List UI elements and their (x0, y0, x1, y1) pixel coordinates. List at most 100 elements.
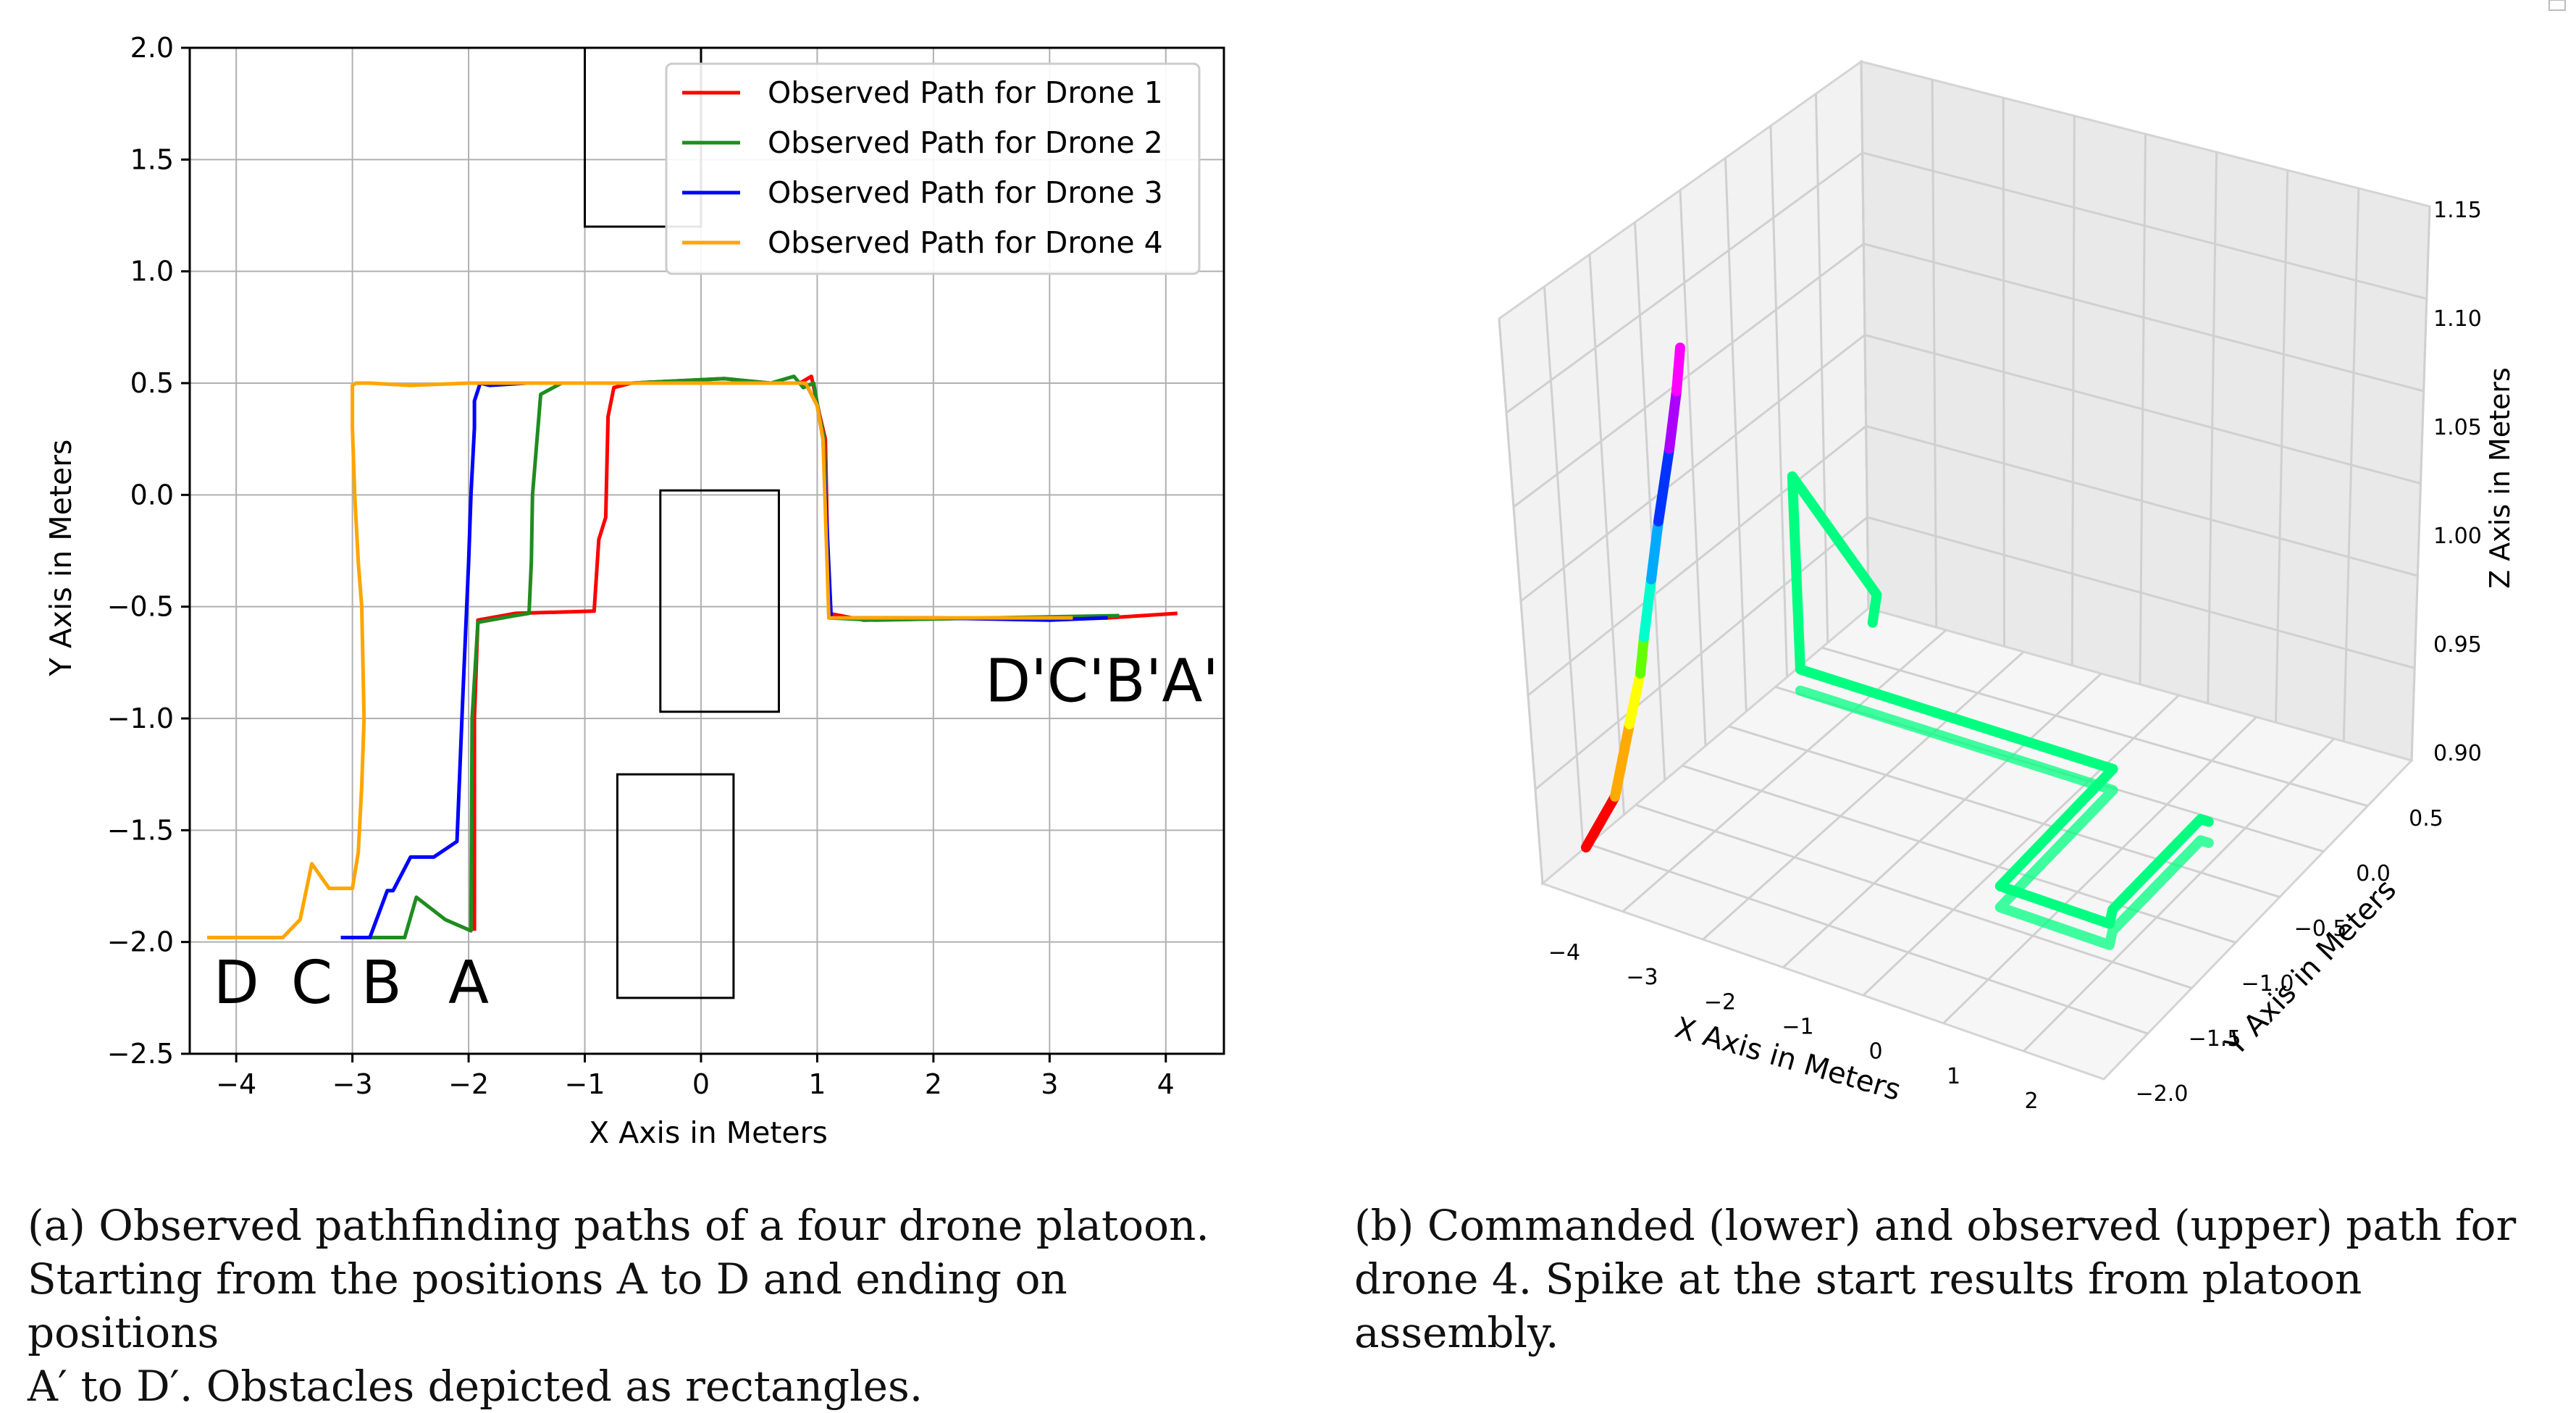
caption-b: (b) Commanded (lower) and observed (uppe… (1354, 1199, 2571, 1359)
grid-line-3d (1588, 843, 2149, 1035)
grid-line-3d (1782, 672, 2102, 968)
x-tick-label: 0 (692, 1068, 710, 1100)
spike-segment (1653, 444, 1674, 527)
spike-segment (1610, 719, 1635, 802)
z-tick-label-3d: 1.00 (2433, 524, 2482, 549)
grid-line-3d (1513, 243, 2425, 508)
x-tick-label-3d: −2 (1704, 989, 1736, 1015)
3d-tick-labels: −4 −3 −2 −1 0 1 2 0.5 0.0 −0.5 −1.0 −1.5 −2.0 1.15 1.1… (1548, 198, 2482, 1114)
grid-line-3d (1506, 151, 2428, 414)
y-tick-label-3d: −1.5 (2189, 1026, 2241, 1052)
z-tick-label-3d: 1.10 (2433, 306, 2482, 332)
y-tick-label-3d: 0.0 (2356, 861, 2391, 886)
legend-entry: Observed Path for Drone 2 (768, 125, 1163, 160)
x-tick-label-3d: −1 (1782, 1015, 1813, 1040)
annotation-label: D'C'B'A' (985, 647, 1219, 716)
x-tick-label: 3 (1041, 1068, 1058, 1100)
annotation-label: A (448, 949, 489, 1018)
caption-a-line-1: (a) Observed pathfinding paths of a four… (28, 1201, 1209, 1250)
x-tick-label: 2 (925, 1068, 942, 1100)
annotation-label: B (361, 949, 402, 1018)
caption-b-line-1: (b) Commanded (lower) and observed (uppe… (1354, 1201, 2517, 1250)
y-tick-label: 2.0 (130, 32, 174, 64)
y-tick-label: −2.0 (107, 926, 174, 958)
x-tick-label-3d: −4 (1548, 940, 1580, 965)
series-lines (207, 374, 1178, 939)
grid-line-3d (1728, 725, 2281, 899)
x-tick-label-3d: −3 (1626, 965, 1658, 990)
legend-entry: Observed Path for Drone 1 (768, 75, 1163, 110)
grid-line-3d (1635, 804, 2192, 989)
spike-segment (1671, 343, 1685, 396)
y-tick-labels: 2.0 1.5 1.0 0.5 0.0 −0.5 −1.0 −1.5 −2.0 −2.5 (107, 32, 190, 1070)
y-tick-label: −1.5 (107, 814, 174, 846)
grid-line-3d (1702, 650, 2025, 941)
y-tick-label: −0.5 (107, 591, 174, 623)
legend: Observed Path for Drone 1 Observed Path f… (665, 62, 1201, 275)
x-tick-label: 4 (1157, 1068, 1175, 1100)
x-tick-labels: −4 −3 −2 −1 0 1 2 3 4 (216, 1054, 1175, 1100)
spike-segment (1664, 386, 1682, 454)
grid-line-3d (1821, 646, 2368, 808)
series-line (207, 381, 1073, 939)
spike-segment (1624, 668, 1645, 729)
x-tick-label: 1 (808, 1068, 826, 1100)
path-line-3d (1787, 471, 2214, 929)
grid-line-3d (1682, 764, 2236, 944)
y-tick-label: 1.5 (130, 143, 174, 175)
y-tick-label-3d: −1.0 (2241, 971, 2294, 997)
legend-box (665, 62, 1201, 275)
caption-a-line-2: Starting from the positions A to D and e… (28, 1254, 1067, 1357)
z-tick-label-3d: 0.90 (2433, 741, 2482, 766)
grid-line-3d (1535, 516, 2415, 791)
legend-entry: Observed Path for Drone 4 (768, 225, 1163, 260)
grid-line-3d (1862, 694, 2180, 997)
grid-line-3d (1520, 333, 2421, 603)
x-tick-label: −3 (332, 1068, 373, 1100)
grid-line-3d (1621, 629, 1947, 913)
position-annotations: D C B A D'C'B'A' (214, 647, 1219, 1018)
plot-frame (188, 46, 1225, 1055)
x-tick-label: −4 (216, 1068, 256, 1100)
grid-line-3d (2023, 737, 2335, 1052)
spike-segment (1581, 792, 1620, 852)
y-tick-label-3d: 0.5 (2409, 806, 2443, 831)
z-tick-label-3d: 0.95 (2433, 632, 2482, 658)
annotation-label: D (214, 949, 259, 1018)
obstacle-rect (659, 489, 780, 713)
y-tick-label: −1.0 (107, 703, 174, 734)
y-tick-label: 0.5 (130, 367, 174, 399)
caption-b-line-2: drone 4. Spike at the start results from… (1354, 1254, 2362, 1357)
3d-paths (1581, 343, 2214, 950)
panel-a-chart: −4 −3 −2 −1 0 1 2 3 4 2.0 1.5 1.0 0.5 0.0 −0.5 −1.0 −1.… (43, 32, 1225, 1150)
x-tick-label-3d: 0 (1868, 1039, 1882, 1065)
caption-a-line-3: A′ to D′. Obstacles depicted as rectangl… (28, 1362, 923, 1411)
spike-segment (1635, 632, 1649, 679)
y-tick-label: −2.5 (107, 1038, 174, 1070)
panel-b-3d-chart: −4 −3 −2 −1 0 1 2 0.5 0.0 −0.5 −1.0 −1.5 −2.0 1.15 1.1… (1498, 0, 2566, 1114)
obstacle-rect (616, 773, 735, 999)
z-axis-label-3d: Z Axis in Meters (2484, 367, 2516, 589)
y-axis-label: Y Axis in Meters (43, 440, 78, 677)
y-tick-label-3d: −2.0 (2136, 1081, 2189, 1107)
x-axis-label: X Axis in Meters (589, 1115, 828, 1150)
x-tick-label: −1 (565, 1068, 605, 1100)
y-tick-label-3d: −0.5 (2294, 916, 2347, 942)
annotation-label: C (291, 949, 332, 1018)
y-tick-label: 1.0 (130, 256, 174, 288)
x-tick-label: −2 (448, 1068, 489, 1100)
spike-segment (1646, 516, 1664, 584)
grid-line-3d (1527, 424, 2418, 697)
corner-checkbox[interactable] (2548, 0, 2566, 11)
x-tick-label-3d: 2 (2024, 1089, 2038, 1114)
path-line-3d (1795, 685, 2214, 950)
z-tick-label-3d: 1.15 (2433, 198, 2482, 223)
caption-a: (a) Observed pathfinding paths of a four… (28, 1199, 1259, 1413)
spike-segment (1639, 574, 1656, 642)
legend-entry: Observed Path for Drone 3 (768, 175, 1163, 210)
grid-line-3d (1942, 716, 2257, 1024)
y-tick-label: 0.0 (130, 479, 174, 511)
x-tick-label-3d: 1 (1947, 1064, 1960, 1089)
z-tick-label-3d: 1.05 (2433, 415, 2482, 440)
